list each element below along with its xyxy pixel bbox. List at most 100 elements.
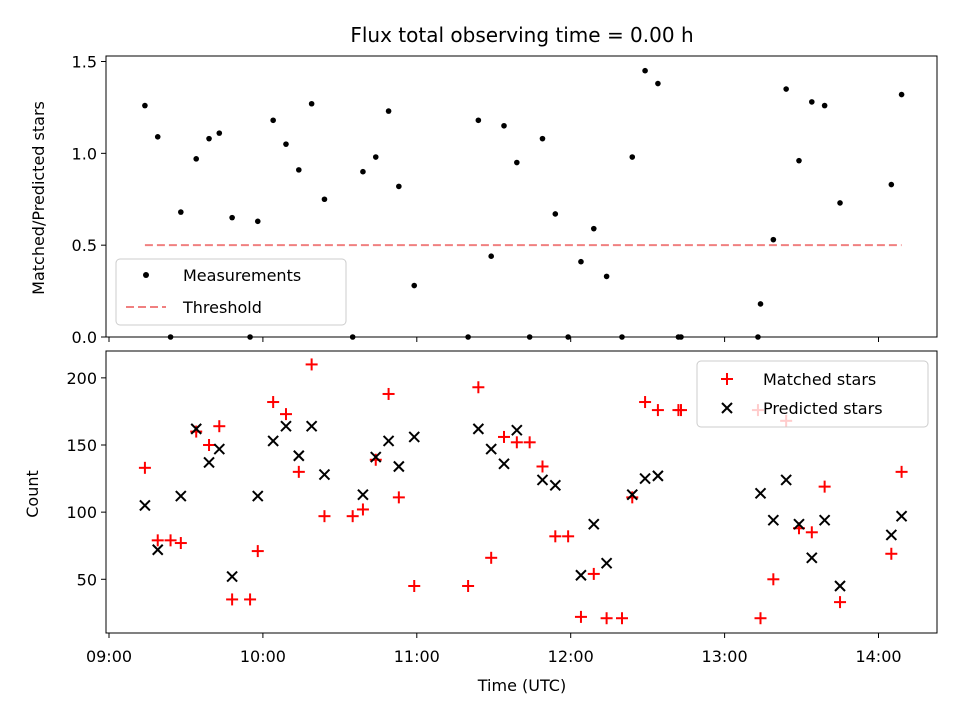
measurement-point — [283, 141, 289, 147]
measurement-point — [565, 334, 571, 340]
legend-predicted-marker — [721, 402, 733, 414]
measurement-point — [642, 67, 648, 74]
measurement-point — [539, 135, 546, 142]
predicted-stars-point — [472, 423, 485, 435]
bottom-x-tick-label: 09:00 — [86, 647, 132, 666]
predicted-stars-point — [575, 569, 587, 581]
matched-stars-point — [472, 381, 485, 394]
measurement-point — [308, 100, 315, 107]
matched-stars-point — [818, 480, 831, 493]
top-legend: Measurements Threshold — [115, 258, 347, 326]
legend-measurements-label: Measurements — [183, 266, 301, 285]
measurement-point — [142, 102, 148, 109]
matched-stars-point — [244, 593, 257, 606]
measurement-point — [178, 209, 184, 215]
ratio-plot: 0.0 0.5 1.0 1.5 — [72, 53, 938, 347]
predicted-stars-point — [885, 529, 898, 541]
predicted-stars-point — [408, 431, 420, 443]
predicted-stars-point — [280, 420, 292, 432]
matched-stars-point — [138, 461, 151, 474]
matched-stars-point — [226, 593, 239, 606]
measurement-point — [360, 168, 366, 175]
measurement-point — [770, 236, 777, 243]
bottom-y-tick-label: 200 — [66, 369, 97, 388]
measurement-point — [655, 80, 661, 87]
measurement-point — [552, 211, 559, 217]
predicted-stars-point — [626, 488, 638, 501]
measurement-point — [247, 334, 253, 340]
matched-stars-point — [616, 612, 628, 625]
matched-stars-point — [267, 396, 280, 409]
measurement-point — [837, 200, 843, 206]
predicted-stars-point — [267, 435, 279, 447]
legend-threshold-label: Threshold — [182, 298, 262, 317]
predicted-stars-point — [767, 514, 780, 526]
predicted-stars-point — [806, 552, 818, 564]
matched-stars-point — [408, 580, 421, 592]
predicted-stars-point — [549, 479, 562, 491]
matched-stars-point — [318, 510, 331, 523]
matched-stars-point — [356, 503, 369, 516]
predicted-stars-point — [793, 518, 805, 530]
measurement-point — [629, 154, 636, 160]
measurement-point — [193, 156, 200, 162]
measurement-point — [296, 167, 302, 173]
bottom-legend-frame — [696, 360, 929, 428]
predicted-stars-point — [639, 472, 651, 485]
measurement-point — [757, 301, 764, 307]
top-y-axis-title: Matched/Predicted stars — [29, 101, 48, 295]
top-plot-frame — [105, 55, 938, 338]
measurement-point — [796, 157, 802, 164]
bottom-y-tick-label: 150 — [66, 436, 97, 455]
measurement-point — [755, 334, 761, 340]
counts-plot: 50 100 150 200 09:00 10:00 11:00 12:00 13:00 14:0… — [66, 350, 938, 666]
matched-stars-point — [549, 530, 562, 543]
legend-measurements-marker — [143, 272, 149, 278]
bottom-x-tick-label: 10:00 — [240, 647, 286, 666]
measurement-point — [514, 159, 520, 166]
measurement-point — [821, 102, 828, 109]
matched-stars-point — [498, 430, 511, 443]
measurement-point — [465, 334, 471, 340]
predicted-stars-point — [780, 474, 792, 486]
measurement-point — [372, 154, 379, 160]
predicted-stars-point — [226, 570, 238, 583]
predicted-stars-point — [305, 420, 318, 432]
matched-stars-point — [805, 526, 818, 539]
matched-stars-point — [574, 610, 587, 623]
predicted-stars-point — [818, 514, 831, 526]
bottom-x-tick-label: 12:00 — [548, 647, 594, 666]
measurement-point — [154, 134, 161, 140]
measurement-point — [396, 183, 402, 190]
predicted-stars-point — [190, 423, 202, 435]
measurement-point — [321, 196, 328, 203]
predicted-stars-point — [252, 490, 264, 502]
matched-stars-point — [639, 396, 652, 409]
matched-stars-point — [164, 534, 177, 547]
bottom-y-tick-label: 50 — [77, 570, 97, 589]
bottom-y-tick-label: 100 — [66, 503, 97, 522]
predicted-stars-point — [393, 460, 405, 473]
legend-predicted-label: Predicted stars — [763, 399, 883, 418]
predicted-stars-point — [318, 468, 331, 481]
matched-stars-point — [834, 596, 847, 609]
measurement-point — [254, 218, 261, 225]
bottom-y-axis-title: Count — [23, 470, 42, 518]
predicted-stars-point — [293, 450, 305, 462]
matched-stars-point — [292, 465, 305, 478]
predicted-stars-point — [213, 443, 226, 455]
measurement-point — [888, 181, 895, 188]
predicted-stars-point — [175, 490, 187, 502]
matched-stars-point — [674, 404, 687, 417]
matched-stars-point — [382, 387, 395, 400]
matched-stars-point — [203, 439, 216, 451]
measurement-point — [216, 130, 223, 136]
matched-stars-point — [151, 534, 164, 547]
matched-stars-point — [510, 436, 523, 449]
predicted-stars-point — [536, 474, 549, 486]
matched-stars-point — [754, 612, 767, 625]
matched-stars-point — [279, 408, 292, 421]
predicted-stars-point — [152, 544, 164, 556]
measurement-point — [229, 214, 235, 221]
